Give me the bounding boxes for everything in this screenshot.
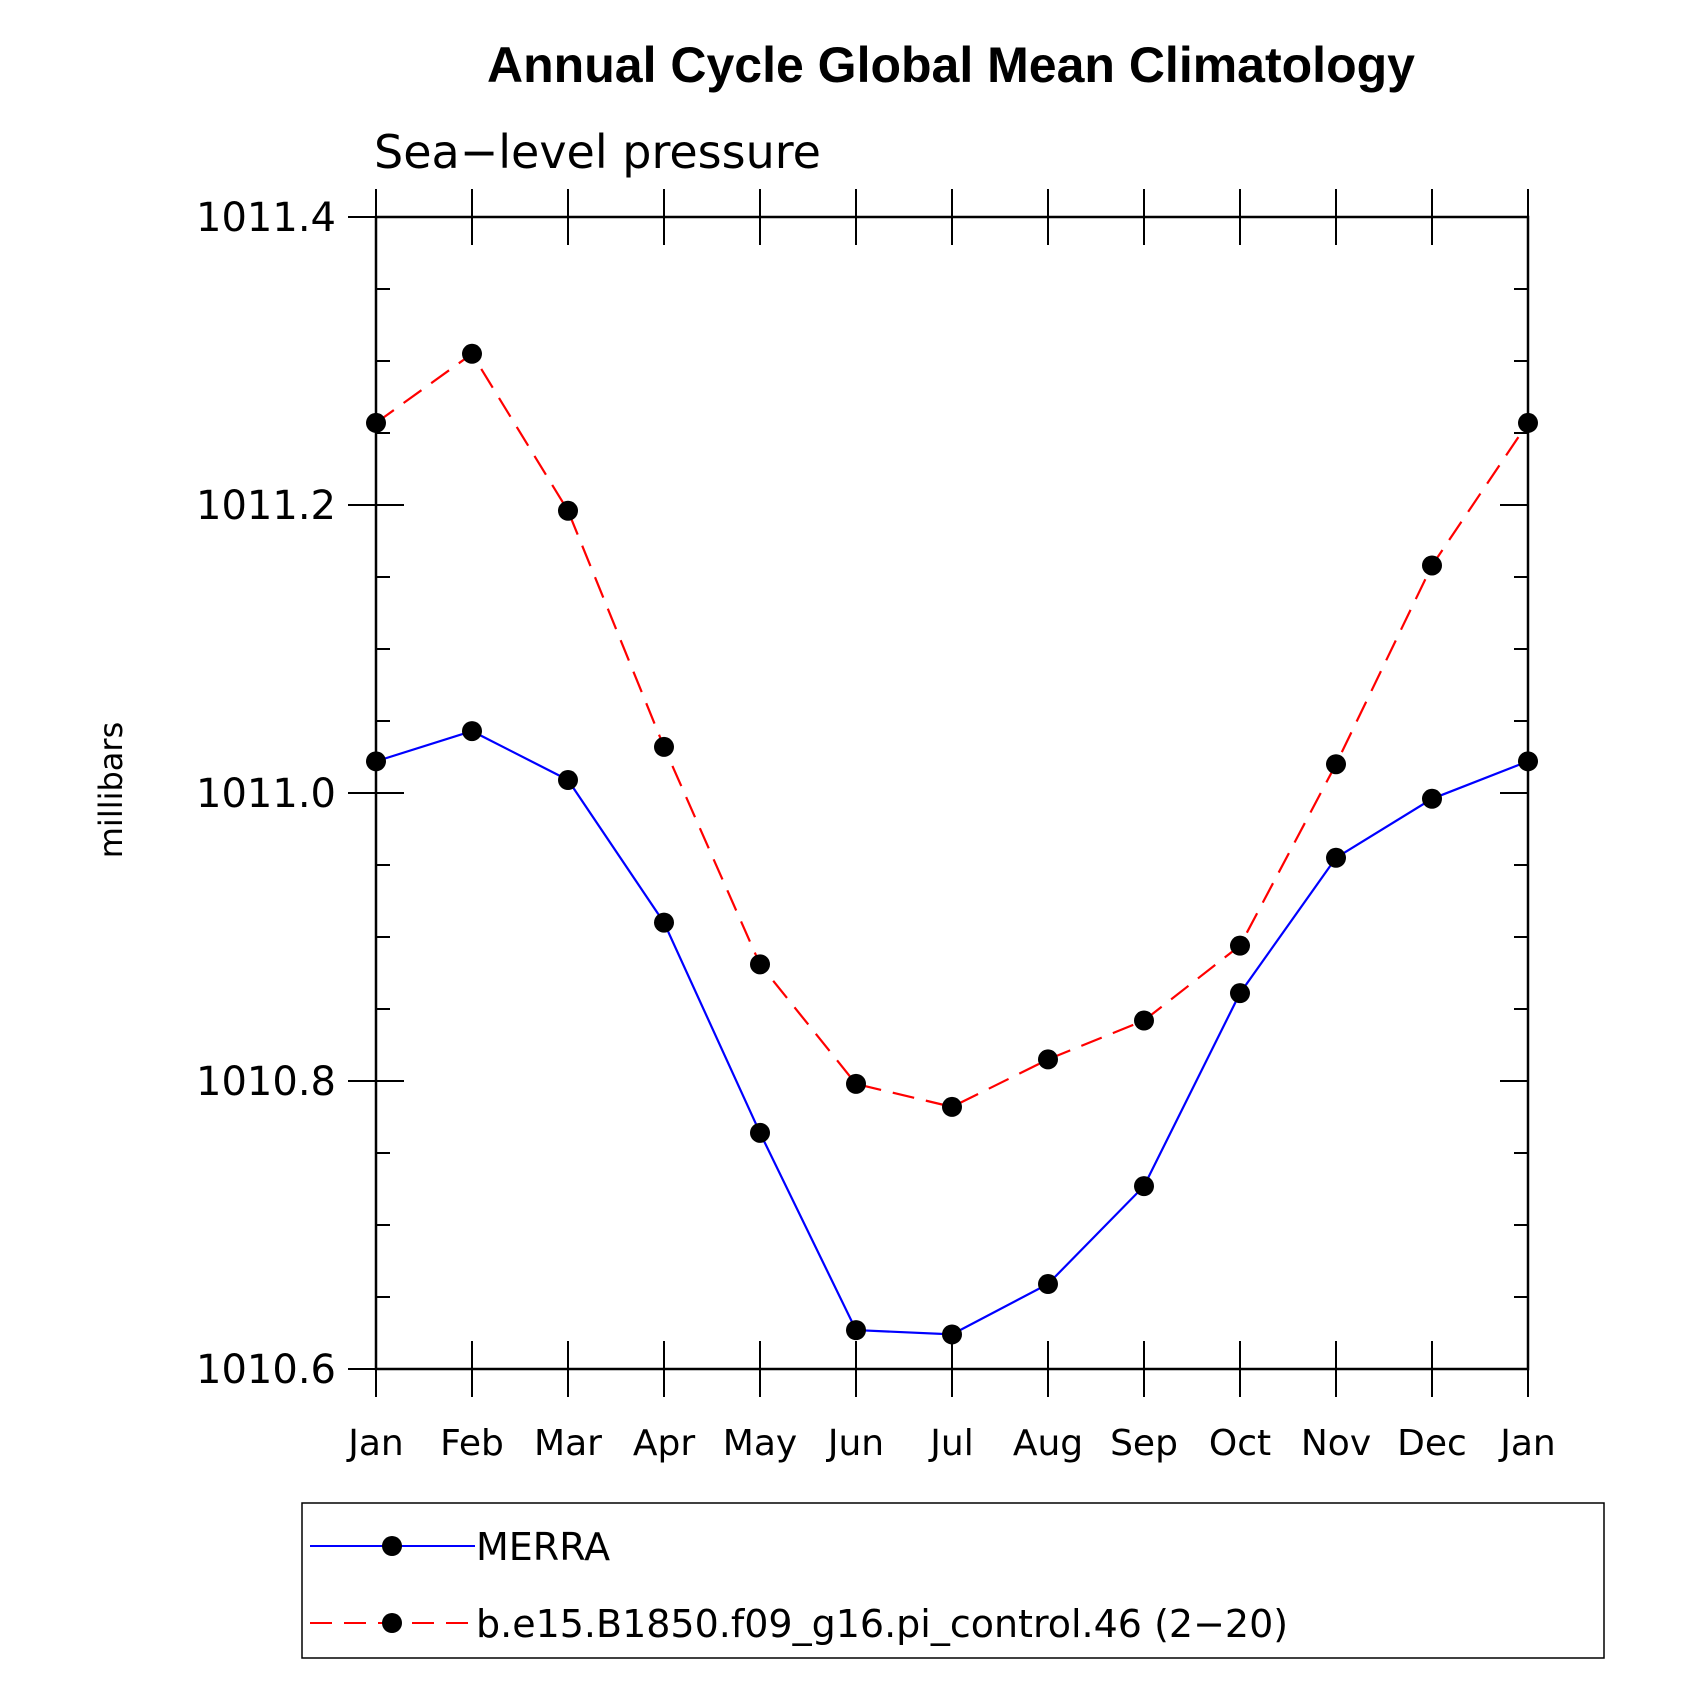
series-line-0	[375, 729, 1529, 1336]
data-point-series-1	[1518, 412, 1538, 433]
series-line-1	[375, 352, 1529, 1109]
x-tick-label: Jan	[346, 1423, 404, 1464]
data-point-series-0	[1326, 847, 1346, 868]
legend-label-merra: MERRA	[476, 1525, 610, 1569]
y-tick-label: 1011.4	[196, 195, 336, 241]
y-tick-label: 1010.8	[196, 1059, 336, 1105]
x-tick-label: Nov	[1301, 1423, 1371, 1464]
x-tick-label: Oct	[1209, 1423, 1271, 1464]
data-point-series-1	[1422, 555, 1442, 576]
data-point-series-1	[942, 1096, 962, 1117]
y-tick-label: 1010.6	[196, 1347, 336, 1393]
y-axis-tick-labels: 1010.6 1010.8 1011.0 1011.2 1011.4	[196, 195, 336, 1393]
data-point-series-0	[1230, 983, 1250, 1004]
data-point-series-0	[1134, 1176, 1154, 1197]
data-point-series-0	[942, 1324, 962, 1345]
x-tick-label: Feb	[440, 1423, 504, 1464]
legend-marker-merra	[382, 1536, 402, 1556]
chart-subtitle: Sea−level pressure	[374, 125, 821, 179]
data-point-series-1	[846, 1073, 866, 1094]
data-point-series-1	[750, 954, 770, 975]
data-point-series-0	[1038, 1274, 1058, 1295]
data-point-series-0	[750, 1122, 770, 1143]
x-tick-label: Jun	[826, 1423, 884, 1464]
data-point-series-0	[558, 770, 578, 791]
data-point-series-1	[654, 736, 674, 757]
x-tick-label: Mar	[534, 1423, 602, 1464]
y-tick-label: 1011.2	[196, 483, 336, 529]
data-point-series-0	[462, 721, 482, 742]
x-tick-label: May	[723, 1423, 797, 1464]
data-point-series-0	[846, 1320, 866, 1341]
legend-box	[301, 1502, 1605, 1659]
data-point-series-1	[1326, 754, 1346, 775]
data-point-series-1	[1230, 935, 1250, 956]
y-axis-ticks	[348, 216, 1528, 1370]
x-tick-label: Aug	[1013, 1423, 1083, 1464]
data-point-series-1	[1134, 1010, 1154, 1031]
data-point-series-1	[462, 343, 482, 364]
x-axis-ticks	[375, 189, 1529, 1397]
series-layer	[366, 343, 1538, 1345]
x-axis-tick-labels: Jan Feb Mar Apr May Jun Jul Aug Sep Oct Nov Dec Jan	[346, 1423, 1556, 1464]
data-point-series-0	[366, 751, 386, 772]
data-point-series-1	[558, 500, 578, 521]
y-axis-label: millibars	[92, 722, 130, 858]
data-point-series-0	[654, 912, 674, 933]
x-tick-label: Jul	[928, 1423, 973, 1464]
chart-title: Annual Cycle Global Mean Climatology	[487, 37, 1415, 93]
x-tick-label: Sep	[1110, 1423, 1178, 1464]
data-point-series-0	[1422, 788, 1442, 809]
data-point-series-0	[1518, 751, 1538, 772]
y-tick-label: 1011.0	[196, 771, 336, 817]
data-point-series-1	[1038, 1049, 1058, 1070]
plot-frame	[374, 215, 1530, 1371]
x-tick-label: Apr	[633, 1423, 695, 1464]
data-point-series-1	[366, 412, 386, 433]
legend: MERRA b.e15.B1850.f09_g16.pi_control.46 …	[301, 1502, 1605, 1659]
legend-marker-model	[382, 1613, 402, 1633]
x-tick-label: Dec	[1397, 1423, 1467, 1464]
x-tick-label: Jan	[1498, 1423, 1556, 1464]
legend-label-model: b.e15.B1850.f09_g16.pi_control.46 (2−20)	[476, 1602, 1288, 1646]
